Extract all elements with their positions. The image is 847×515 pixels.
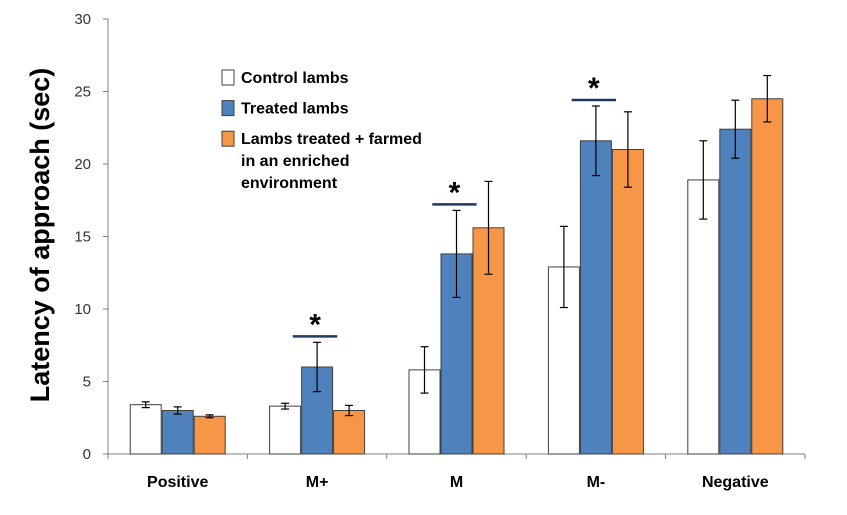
bar: [193, 415, 226, 455]
bar: [129, 404, 162, 455]
bar: [269, 405, 302, 455]
axes: 0 5 10 15 20 25 30 Positive M+ M M- Negative: [74, 11, 806, 491]
significance-asterisk: *: [309, 308, 321, 341]
bar: [751, 98, 784, 455]
legend-label: Treated lambs: [241, 101, 349, 118]
bars: [129, 74, 784, 455]
significance-annotations: * * *: [292, 72, 617, 341]
y-tick-label: 10: [74, 301, 91, 318]
x-tick-label: M-: [587, 474, 606, 491]
legend-swatch: [221, 130, 235, 147]
legend-label: Control lambs: [241, 70, 349, 87]
y-tick-label: 20: [74, 156, 91, 173]
y-tick-label: 5: [83, 374, 91, 391]
bar: [719, 128, 752, 455]
legend-label: Lambs treated + farmed: [241, 131, 422, 148]
legend-label: environment: [241, 175, 338, 192]
legend-label: in an enriched: [241, 153, 349, 170]
significance-asterisk: *: [449, 176, 461, 209]
y-tick-label: 15: [74, 229, 91, 246]
y-tick-label: 30: [74, 11, 91, 28]
legend: Control lambs Treated lambs Lambs treated …: [221, 69, 422, 192]
x-tick-label: M: [450, 474, 463, 491]
bar: [687, 179, 720, 455]
bar: [161, 410, 194, 455]
x-tick-label: Negative: [702, 474, 769, 491]
bar: [611, 149, 644, 455]
y-tick-label: 0: [83, 446, 91, 463]
significance-asterisk: *: [588, 72, 600, 105]
bar: [579, 140, 612, 455]
y-axis-label: Latency of approach (sec): [25, 68, 55, 403]
legend-swatch: [221, 100, 235, 117]
legend-swatch: [221, 69, 235, 86]
x-tick-label: M+: [306, 474, 329, 491]
y-tick-label: 25: [74, 84, 91, 101]
bar: [333, 410, 366, 455]
x-tick-label: Positive: [147, 474, 208, 491]
